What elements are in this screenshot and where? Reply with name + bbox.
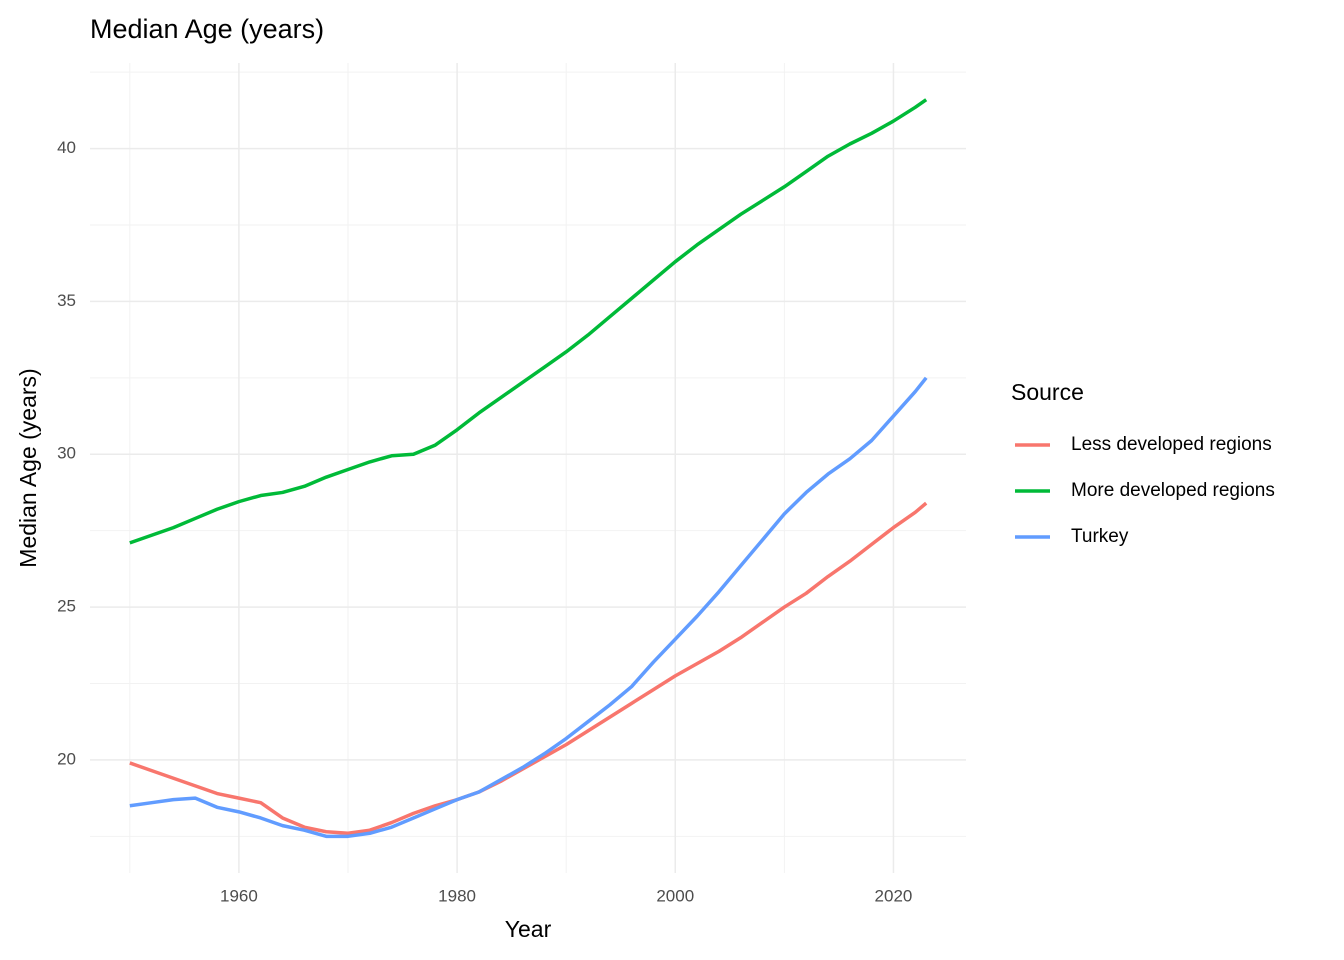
series-line: [129, 376, 928, 839]
x-tick-label: 1960: [220, 886, 258, 905]
legend-title: Source: [1011, 379, 1084, 405]
plot-area: [129, 98, 928, 839]
y-axis-label: Median Age (years): [15, 368, 41, 567]
x-tick-label: 2020: [875, 886, 913, 905]
legend-label: Less developed regions: [1071, 434, 1272, 455]
legend-label: More developed regions: [1071, 480, 1275, 501]
grid: [90, 63, 966, 873]
x-tick-label: 2000: [656, 886, 694, 905]
y-tick-label: 35: [57, 291, 76, 310]
chart-title: Median Age (years): [90, 14, 324, 44]
y-tick-label: 20: [57, 749, 76, 768]
series-line: [129, 98, 928, 545]
y-tick-label: 25: [57, 597, 76, 616]
legend-label: Turkey: [1071, 526, 1129, 547]
x-axis-label: Year: [505, 916, 552, 942]
y-tick-label: 40: [57, 138, 76, 157]
x-tick-label: 1980: [438, 886, 476, 905]
y-tick-label: 30: [57, 444, 76, 463]
series-line: [129, 501, 928, 836]
